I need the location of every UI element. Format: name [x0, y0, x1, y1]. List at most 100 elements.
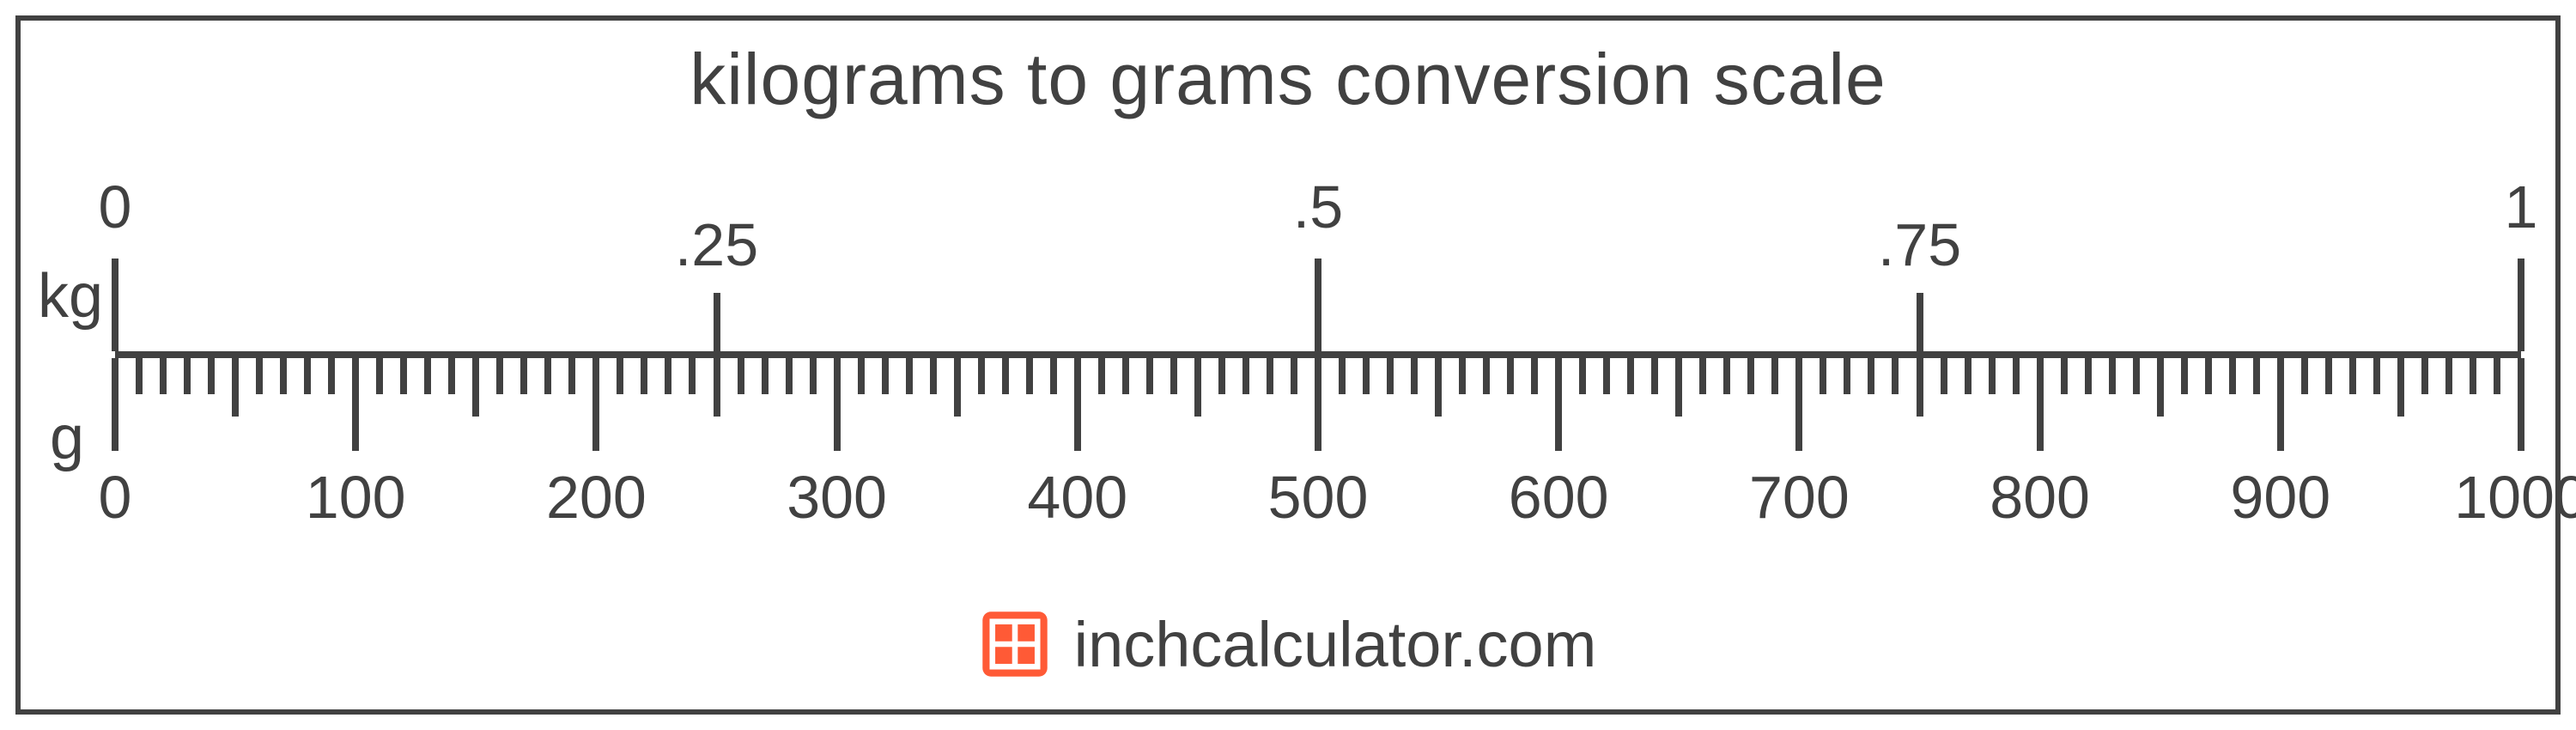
tick-gram — [1363, 358, 1370, 394]
tick-gram — [2277, 358, 2284, 451]
tick-gram — [2445, 358, 2452, 394]
tick-gram — [1435, 358, 1442, 417]
tick-gram — [1917, 358, 1923, 417]
gram-label: 500 — [1268, 463, 1369, 532]
tick-gram — [665, 358, 671, 394]
tick-gram — [112, 358, 118, 451]
tick-gram — [762, 358, 769, 394]
tick-kg — [1315, 259, 1321, 351]
tick-gram — [2037, 358, 2044, 451]
tick-gram — [472, 358, 479, 417]
tick-gram — [2397, 358, 2404, 417]
kg-label: .75 — [1878, 210, 1961, 279]
tick-gram — [2518, 358, 2524, 451]
site-name: inchcalculator.com — [1074, 608, 1597, 681]
diagram-frame: kilograms to grams conversion scale kg g… — [15, 15, 2561, 715]
tick-gram — [1098, 358, 1105, 394]
tick-gram — [376, 358, 383, 394]
tick-gram — [1868, 358, 1874, 394]
tick-gram — [1218, 358, 1225, 394]
kg-label: 0 — [99, 173, 132, 241]
tick-gram — [1411, 358, 1418, 394]
gram-label: 800 — [1990, 463, 2090, 532]
gram-label: 700 — [1749, 463, 1850, 532]
tick-gram — [617, 358, 623, 394]
tick-gram — [858, 358, 865, 394]
tick-kg — [112, 259, 118, 351]
tick-gram — [1315, 358, 1321, 451]
tick-gram — [2325, 358, 2332, 394]
tick-gram — [882, 358, 889, 394]
tick-gram — [689, 358, 696, 394]
tick-gram — [2085, 358, 2092, 394]
gram-label: 1000 — [2454, 463, 2576, 532]
tick-gram — [1531, 358, 1538, 394]
tick-gram — [1146, 358, 1153, 394]
tick-gram — [2157, 358, 2164, 417]
tick-gram — [184, 358, 191, 394]
tick-gram — [930, 358, 937, 394]
tick-gram — [1291, 358, 1297, 394]
gram-label: 900 — [2230, 463, 2330, 532]
tick-gram — [496, 358, 503, 394]
tick-gram — [1820, 358, 1826, 394]
tick-gram — [1747, 358, 1754, 394]
ruler-axis — [115, 351, 2521, 358]
unit-label-kg: kg — [38, 261, 103, 332]
tick-gram — [1941, 358, 1947, 394]
tick-gram — [1989, 358, 1996, 394]
tick-gram — [592, 358, 599, 451]
tick-gram — [1050, 358, 1057, 394]
tick-gram — [400, 358, 407, 394]
tick-gram — [544, 358, 551, 394]
tick-gram — [568, 358, 575, 394]
calculator-grid-icon — [980, 609, 1050, 679]
tick-gram — [1122, 358, 1129, 394]
ruler: 010020030040050060070080090010000.25.5.7… — [115, 162, 2521, 523]
kg-label: .5 — [1293, 173, 1343, 241]
tick-gram — [208, 358, 215, 394]
tick-gram — [1579, 358, 1586, 394]
diagram-title: kilograms to grams conversion scale — [21, 38, 2555, 121]
tick-gram — [304, 358, 311, 394]
tick-gram — [160, 358, 167, 394]
tick-gram — [1387, 358, 1394, 394]
tick-gram — [786, 358, 793, 394]
tick-gram — [1795, 358, 1802, 451]
tick-gram — [2205, 358, 2212, 394]
tick-gram — [1267, 358, 1273, 394]
tick-gram — [2373, 358, 2380, 394]
tick-gram — [1771, 358, 1778, 394]
tick-gram — [352, 358, 359, 451]
gram-label: 600 — [1509, 463, 1609, 532]
tick-gram — [1339, 358, 1346, 394]
ruler-area: kg g 010020030040050060070080090010000.2… — [115, 162, 2521, 523]
tick-gram — [954, 358, 961, 417]
tick-gram — [2133, 358, 2140, 394]
tick-gram — [2109, 358, 2116, 394]
tick-gram — [232, 358, 239, 417]
tick-gram — [906, 358, 913, 394]
tick-gram — [1507, 358, 1514, 394]
tick-gram — [136, 358, 143, 394]
tick-gram — [2181, 358, 2188, 394]
tick-gram — [810, 358, 817, 394]
tick-gram — [1675, 358, 1682, 417]
tick-gram — [714, 358, 720, 417]
tick-gram — [1892, 358, 1899, 394]
tick-gram — [2229, 358, 2236, 394]
tick-gram — [1170, 358, 1177, 394]
tick-gram — [1699, 358, 1706, 394]
gram-label: 100 — [306, 463, 406, 532]
tick-gram — [2253, 358, 2260, 394]
tick-gram — [1603, 358, 1610, 394]
tick-gram — [2301, 358, 2308, 394]
tick-gram — [738, 358, 744, 394]
kg-label: .25 — [675, 210, 758, 279]
tick-gram — [834, 358, 841, 451]
tick-gram — [1651, 358, 1658, 394]
tick-gram — [1242, 358, 1249, 394]
tick-gram — [280, 358, 287, 394]
tick-gram — [1844, 358, 1850, 394]
tick-gram — [1002, 358, 1009, 394]
